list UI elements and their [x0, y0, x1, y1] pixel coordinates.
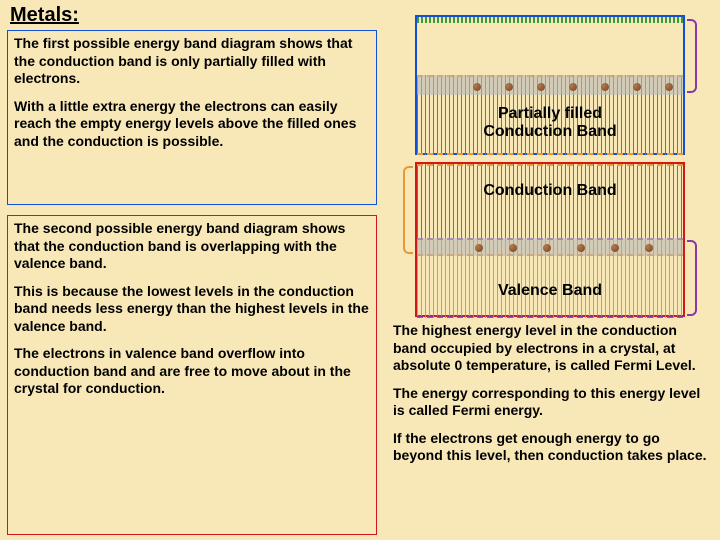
brace-icon: [687, 240, 697, 316]
diagram-partial-conduction: Partially filled Conduction Band: [415, 15, 685, 155]
electron-icon: [475, 244, 483, 252]
electron-icon: [537, 83, 545, 91]
textbox-first-diagram: The first possible energy band diagram s…: [7, 30, 377, 205]
para: The highest energy level in the conducti…: [393, 322, 713, 375]
textblock-fermi: The highest energy level in the conducti…: [393, 322, 713, 465]
label-line: Conduction Band: [417, 123, 683, 141]
label-line: Partially filled: [417, 105, 683, 123]
electron-icon: [633, 83, 641, 91]
para: With a little extra energy the electrons…: [14, 98, 370, 151]
filled-level: [417, 75, 683, 95]
electron-icon: [601, 83, 609, 91]
page-title: Metals:: [10, 4, 79, 27]
electron-icon: [611, 244, 619, 252]
para: The second possible energy band diagram …: [14, 220, 370, 273]
brace-icon: [403, 166, 413, 254]
electron-icon: [665, 83, 673, 91]
band-label: Conduction Band: [417, 182, 683, 200]
electron-icon: [577, 244, 585, 252]
diagram-overlap-bands: Conduction Band Valence Band: [415, 162, 685, 317]
brace-icon: [687, 19, 697, 93]
electron-icon: [473, 83, 481, 91]
para: This is because the lowest levels in the…: [14, 283, 370, 336]
electron-icon: [543, 244, 551, 252]
electron-icon: [505, 83, 513, 91]
textbox-second-diagram: The second possible energy band diagram …: [7, 215, 377, 535]
para: The electrons in valence band overflow i…: [14, 345, 370, 398]
electron-icon: [645, 244, 653, 252]
electron-icon: [509, 244, 517, 252]
para: The energy corresponding to this energy …: [393, 385, 713, 420]
band-label: Valence Band: [417, 282, 683, 300]
para: The first possible energy band diagram s…: [14, 35, 370, 88]
band-label: Partially filled Conduction Band: [417, 105, 683, 141]
electron-icon: [569, 83, 577, 91]
band-top-edge: [417, 17, 683, 23]
para: If the electrons get enough energy to go…: [393, 430, 713, 465]
